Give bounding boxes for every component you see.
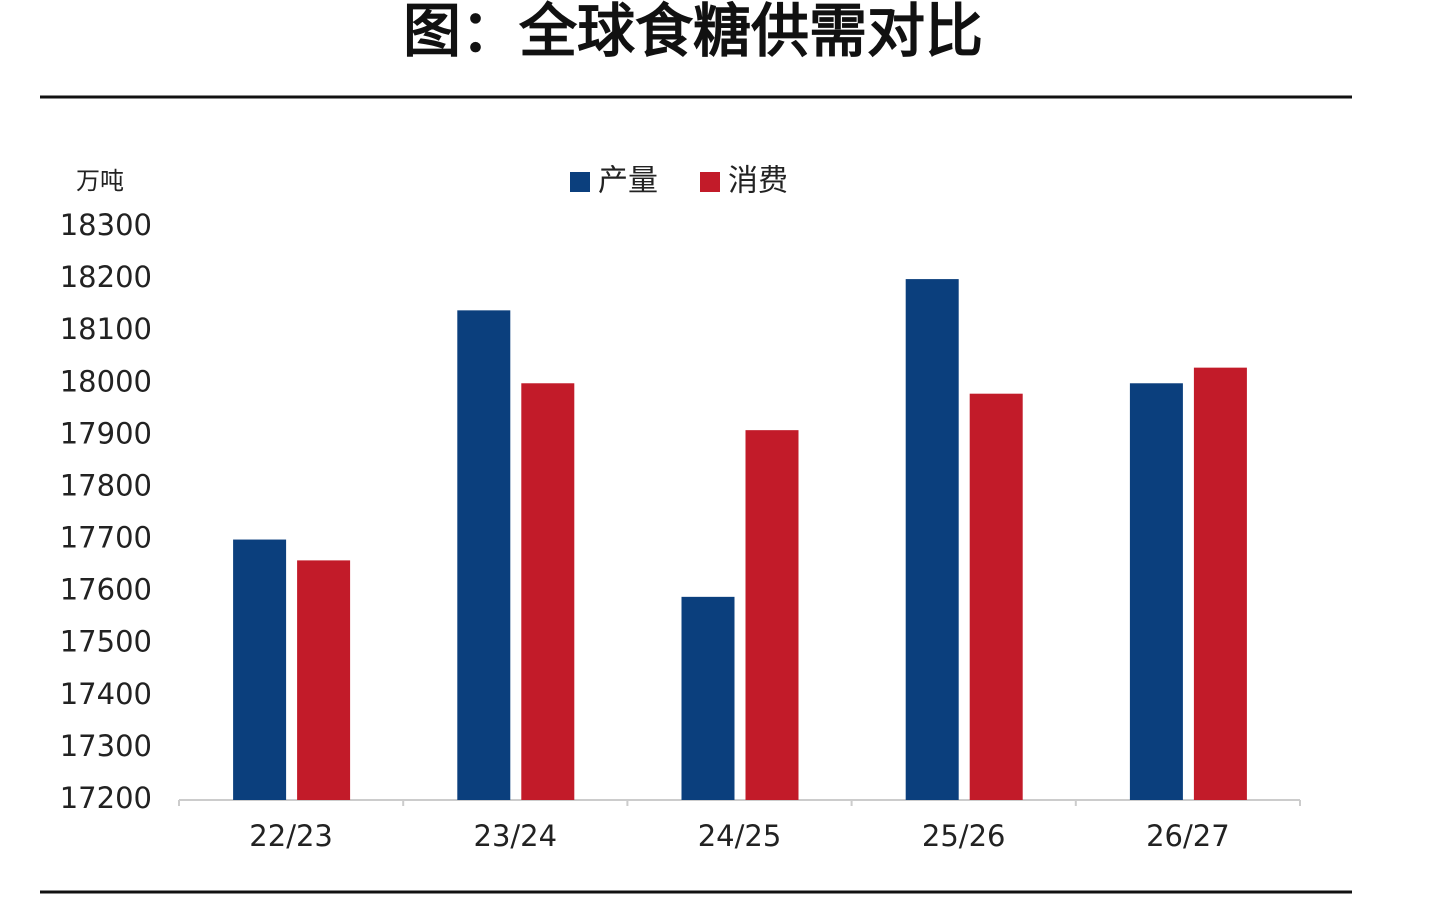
legend-label: 产量: [598, 164, 658, 199]
y-tick-label: 17600: [60, 573, 152, 607]
bar: [1129, 383, 1183, 800]
bar: [681, 596, 735, 800]
y-tick-label: 17900: [60, 416, 152, 450]
legend-label: 消费: [728, 164, 788, 199]
y-tick-label: 18300: [60, 208, 152, 242]
x-tick-label: 22/23: [249, 819, 333, 853]
legend-swatch: [700, 172, 720, 192]
y-tick-label: 17700: [60, 521, 152, 555]
bar: [969, 393, 1023, 800]
x-tick-label: 26/27: [1146, 819, 1230, 853]
bar: [233, 539, 287, 800]
bar: [521, 383, 575, 800]
x-tick-label: 23/24: [474, 819, 558, 853]
bar: [745, 430, 799, 800]
y-tick-label: 17200: [60, 781, 152, 815]
y-tick-label: 17800: [60, 468, 152, 502]
y-axis-unit: 万吨: [76, 167, 124, 195]
bar: [457, 310, 511, 800]
y-tick-label: 18100: [60, 312, 152, 346]
y-tick-label: 17400: [60, 677, 152, 711]
x-tick-label: 25/26: [922, 819, 1006, 853]
y-tick-label: 17500: [60, 625, 152, 659]
bar: [1193, 367, 1247, 800]
legend-swatch: [570, 172, 590, 192]
bar: [905, 279, 959, 800]
y-tick-label: 17300: [60, 729, 152, 763]
x-tick-label: 24/25: [698, 819, 782, 853]
chart-title: 图：全球食糖供需对比: [403, 0, 983, 65]
bar: [297, 560, 351, 800]
y-tick-label: 18000: [60, 364, 152, 398]
y-tick-label: 18200: [60, 260, 152, 294]
